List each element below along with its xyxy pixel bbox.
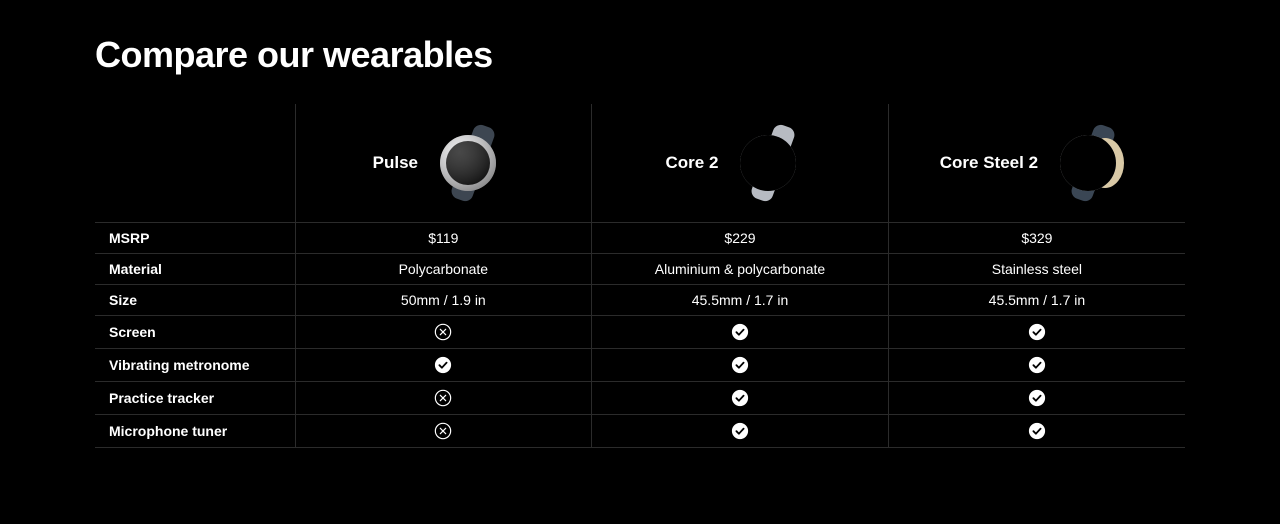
header-empty (95, 104, 295, 223)
check-icon (903, 389, 1171, 407)
product-name: Core 2 (666, 153, 719, 173)
cell-text: $119 (295, 223, 592, 254)
row-label: Size (95, 285, 295, 316)
row-label: Vibrating metronome (95, 349, 295, 382)
cell-text: 50mm / 1.9 in (295, 285, 592, 316)
cell-bool (888, 316, 1185, 349)
product-image-icon (1052, 122, 1134, 204)
cell-text: 45.5mm / 1.7 in (888, 285, 1185, 316)
product-image-icon (432, 122, 514, 204)
cell-text: $229 (592, 223, 889, 254)
product-header-0: Pulse (295, 104, 592, 223)
cell-text: Stainless steel (888, 254, 1185, 285)
cell-bool (592, 382, 889, 415)
cell-bool (888, 415, 1185, 448)
cell-text: Polycarbonate (295, 254, 592, 285)
cell-bool (295, 382, 592, 415)
row-label: Practice tracker (95, 382, 295, 415)
product-name: Pulse (373, 153, 418, 173)
cell-text: 45.5mm / 1.7 in (592, 285, 889, 316)
cell-text: Aluminium & polycarbonate (592, 254, 889, 285)
cell-bool (295, 415, 592, 448)
comparison-page: Compare our wearables Pulse Core 2 (0, 0, 1280, 448)
check-icon (606, 323, 874, 341)
cell-bool (592, 316, 889, 349)
product-header-1: Core 2 (592, 104, 889, 223)
row-label: Microphone tuner (95, 415, 295, 448)
row-label: MSRP (95, 223, 295, 254)
check-icon (606, 389, 874, 407)
comparison-table: Pulse Core 2 (95, 104, 1185, 448)
cell-bool (295, 316, 592, 349)
cross-icon (310, 422, 578, 440)
product-header-2: Core Steel 2 (888, 104, 1185, 223)
cell-bool (888, 349, 1185, 382)
check-icon (903, 422, 1171, 440)
cell-bool (295, 349, 592, 382)
product-name: Core Steel 2 (940, 153, 1038, 173)
cross-icon (310, 323, 578, 341)
cross-icon (310, 389, 578, 407)
cell-bool (592, 415, 889, 448)
cell-bool (888, 382, 1185, 415)
row-label: Screen (95, 316, 295, 349)
row-label: Material (95, 254, 295, 285)
check-icon (903, 323, 1171, 341)
cell-bool (592, 349, 889, 382)
check-icon (606, 422, 874, 440)
check-icon (310, 356, 578, 374)
cell-text: $329 (888, 223, 1185, 254)
page-title: Compare our wearables (95, 34, 1185, 76)
check-icon (606, 356, 874, 374)
product-image-icon (732, 122, 814, 204)
check-icon (903, 356, 1171, 374)
